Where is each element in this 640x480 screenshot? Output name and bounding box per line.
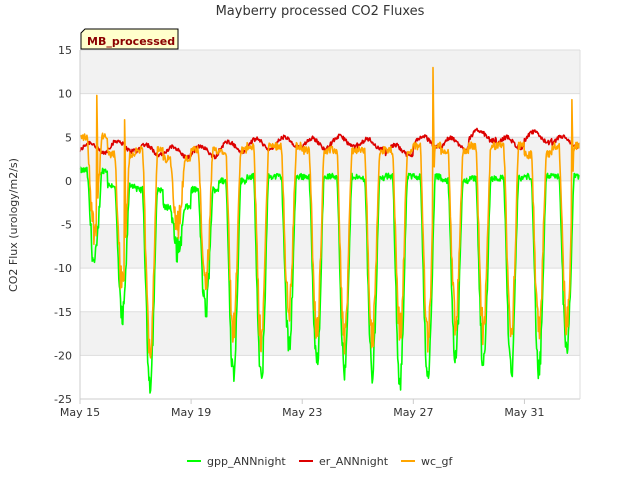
legend-label: wc_gf [421,455,454,468]
y-tick-label: 10 [58,88,72,101]
y-tick-label: -20 [54,349,72,362]
legend-item: wc_gf [401,455,454,468]
y-tick-label: 15 [58,44,72,57]
series-layer [79,66,581,394]
processed-badge: MB_processed [80,28,179,50]
legend-item: gpp_ANNnight [187,455,286,468]
legend-item: er_ANNnight [299,455,389,468]
plot-band [80,50,580,94]
x-tick-label: May 31 [504,406,544,419]
y-tick-label: -15 [54,306,72,319]
plot-band [80,224,580,269]
x-tick-label: May 27 [393,406,433,419]
badge-shape [80,28,179,50]
legend: gpp_ANNnight er_ANNnight wc_gf [187,455,454,468]
x-tick-label: May 15 [60,406,100,419]
legend-label: er_ANNnight [319,455,389,468]
plot-band [80,311,580,356]
series-line-wc-gf [79,66,581,359]
y-tick-label: -10 [54,262,72,275]
legend-label: gpp_ANNnight [207,455,286,468]
y-tick-label: 5 [65,131,72,144]
y-tick-label: -5 [61,219,72,232]
y-axis-label: CO2 Flux (urology/m2/s) [7,158,20,292]
series-line-gpp-annnight [79,166,581,394]
y-tick-label: 0 [65,175,72,188]
chart-title: Mayberry processed CO2 Fluxes [216,4,425,19]
y-tick-label: -25 [54,393,72,406]
x-tick-label: May 23 [282,406,322,419]
badge-label: MB_processed [87,35,175,48]
x-tick-label: May 19 [171,406,211,419]
